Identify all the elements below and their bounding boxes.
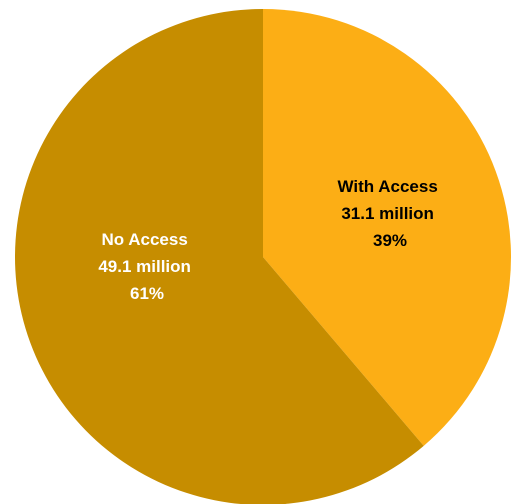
pie-slice-with-access	[263, 9, 511, 446]
pie-slice-no-access	[15, 9, 424, 504]
slice-label-no-access: No Access 49.1 million 61%	[98, 230, 195, 303]
no-access-name: No Access	[101, 230, 187, 249]
slice-label-with-access: With Access 31.1 million 39%	[337, 177, 442, 250]
with-access-percent: 39%	[373, 231, 407, 250]
no-access-percent: 61%	[130, 284, 164, 303]
with-access-name: With Access	[337, 177, 437, 196]
with-access-value: 31.1 million	[341, 204, 434, 223]
pie-slices	[15, 9, 511, 504]
no-access-value: 49.1 million	[98, 257, 191, 276]
slice-labels: With Access 31.1 million 39% No Access 4…	[98, 177, 442, 303]
